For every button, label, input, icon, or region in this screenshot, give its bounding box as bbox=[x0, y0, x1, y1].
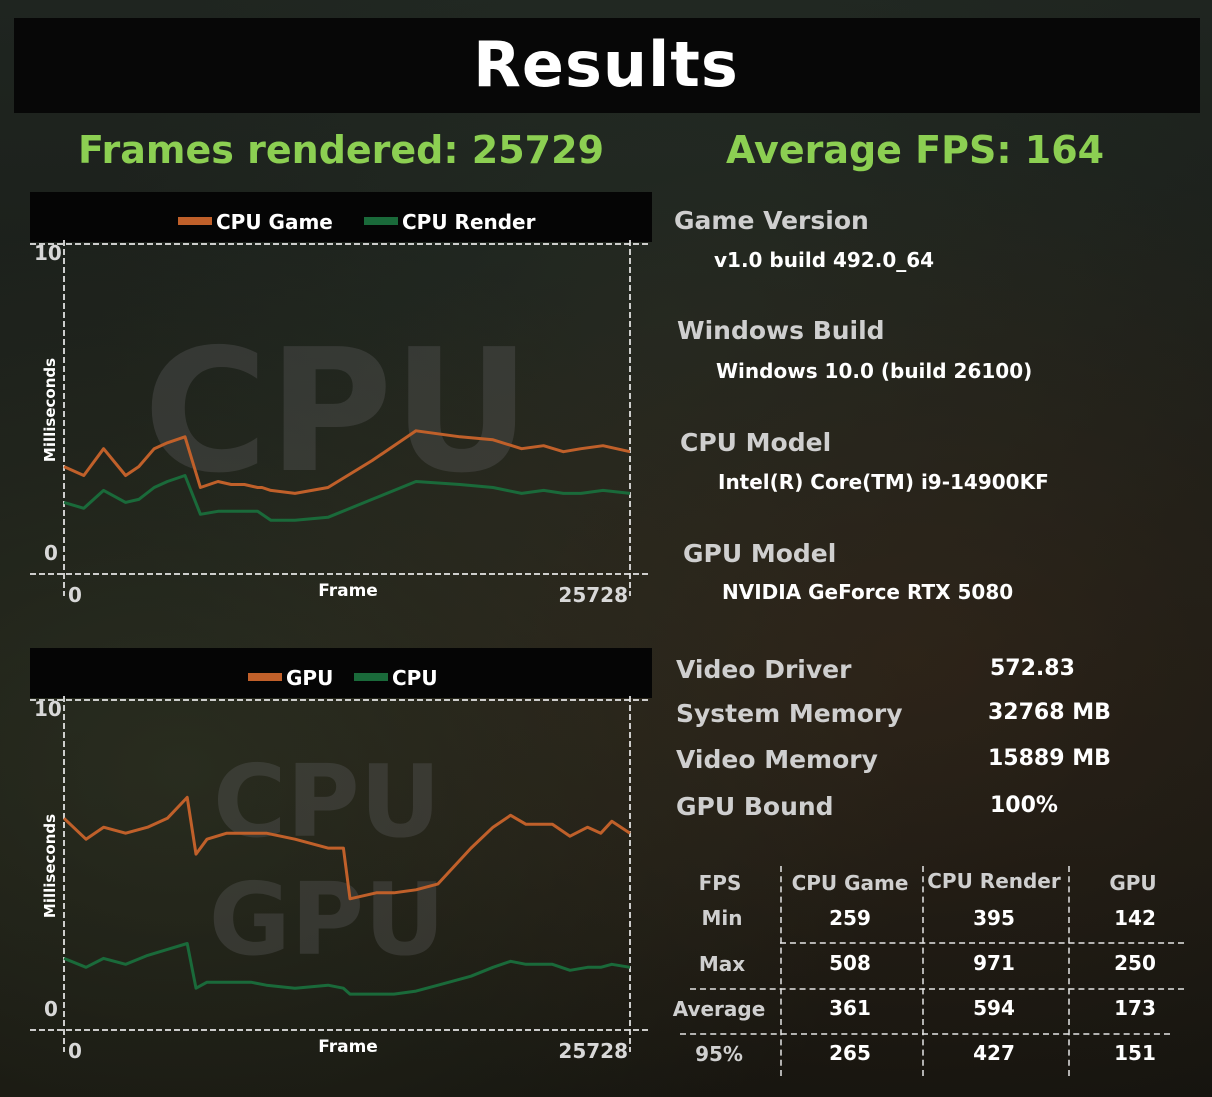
legend-swatch-orange-icon bbox=[248, 672, 282, 681]
y-tick-label: 10 bbox=[34, 241, 62, 265]
x-tick-label: 0 bbox=[68, 583, 82, 607]
chart2-legend-cpu: CPU bbox=[354, 666, 438, 690]
cpu-frametime-chart: CPU 10 00 25728 Frame Milliseconds bbox=[30, 240, 650, 607]
gpu-bound-value: 100% bbox=[990, 793, 1058, 818]
game-version-label: Game Version bbox=[674, 206, 869, 235]
average-fps: Average FPS: 164 bbox=[726, 128, 1105, 172]
gpu-model-value: NVIDIA GeForce RTX 5080 bbox=[722, 580, 1014, 604]
gpu-bound-label: GPU Bound bbox=[676, 792, 834, 821]
table-divider bbox=[680, 1033, 1170, 1035]
chart1-legend bbox=[30, 192, 652, 242]
series-line-green bbox=[63, 474, 631, 522]
table-cell: 594 bbox=[973, 996, 1015, 1020]
table-divider bbox=[1068, 866, 1070, 1076]
table-cell: 250 bbox=[1114, 951, 1156, 975]
system-memory-value: 32768 MB bbox=[988, 700, 1111, 725]
x-tick-label: 0 bbox=[68, 1039, 82, 1063]
legend-swatch-green-icon bbox=[364, 216, 398, 225]
fps-table-header: FPS bbox=[698, 871, 742, 895]
table-divider bbox=[690, 988, 1184, 990]
y-axis-label: Milliseconds bbox=[41, 358, 59, 462]
series-line-orange bbox=[62, 795, 631, 901]
fps-row-average-label: Average bbox=[672, 997, 766, 1021]
legend-swatch-orange-icon bbox=[178, 216, 212, 225]
fps-table-header: CPU Game bbox=[791, 871, 909, 895]
table-cell: 151 bbox=[1114, 1041, 1156, 1065]
table-cell: 173 bbox=[1114, 996, 1156, 1020]
chart1-legend-cpu-render: CPU Render bbox=[364, 210, 536, 234]
table-divider bbox=[780, 942, 1184, 944]
series-line-orange bbox=[63, 429, 631, 495]
video-memory-value: 15889 MB bbox=[988, 746, 1111, 771]
frames-rendered: Frames rendered: 25729 bbox=[78, 128, 605, 172]
watermark-text: CPU bbox=[213, 743, 441, 860]
fps-row-max-label: Max bbox=[698, 952, 746, 976]
table-cell: 971 bbox=[973, 951, 1015, 975]
page-title: Results bbox=[473, 28, 739, 101]
title-bar bbox=[14, 18, 1200, 113]
fps-table-header: GPU bbox=[1109, 871, 1157, 895]
table-cell: 395 bbox=[973, 906, 1015, 930]
video-memory-label: Video Memory bbox=[676, 745, 878, 774]
gpu-model-label: GPU Model bbox=[683, 539, 837, 568]
x-axis-label: Frame bbox=[318, 1037, 378, 1057]
windows-build-value: Windows 10.0 (build 26100) bbox=[716, 359, 1033, 383]
fps-row-95-label: 95% bbox=[695, 1042, 743, 1066]
watermark-text: CPU bbox=[143, 313, 530, 511]
legend-label: CPU Game bbox=[216, 210, 333, 234]
y-tick-label: 10 bbox=[34, 697, 62, 721]
fps-table-header: CPU Render bbox=[927, 869, 1061, 893]
game-version-value: v1.0 build 492.0_64 bbox=[714, 248, 935, 272]
table-divider bbox=[922, 866, 924, 1076]
table-cell: 142 bbox=[1114, 906, 1156, 930]
y-tick-label: 0 bbox=[44, 997, 58, 1021]
fps-row-min-label: Min bbox=[701, 906, 743, 930]
table-cell: 361 bbox=[829, 996, 871, 1020]
legend-label: CPU bbox=[392, 666, 438, 690]
y-tick-label: 0 bbox=[44, 541, 58, 565]
windows-build-label: Windows Build bbox=[677, 316, 885, 345]
x-axis-label: Frame bbox=[318, 581, 378, 601]
cpu-model-label: CPU Model bbox=[680, 428, 832, 457]
series-line-green bbox=[63, 942, 631, 996]
x-tick-label: 25728 bbox=[558, 1039, 628, 1063]
system-memory-label: System Memory bbox=[676, 699, 903, 728]
legend-label: CPU Render bbox=[402, 210, 536, 234]
legend-label: GPU bbox=[286, 666, 334, 690]
x-tick-label: 25728 bbox=[558, 583, 628, 607]
table-divider bbox=[780, 866, 782, 1076]
chart2-legend bbox=[30, 648, 652, 698]
chart2-legend-gpu: GPU bbox=[248, 666, 333, 690]
chart1-legend-cpu-game: CPU Game bbox=[178, 210, 333, 234]
table-cell: 427 bbox=[973, 1041, 1015, 1065]
table-cell: 508 bbox=[829, 951, 871, 975]
table-cell: 259 bbox=[829, 906, 871, 930]
cpu-model-value: Intel(R) Core(TM) i9-14900KF bbox=[718, 470, 1049, 494]
y-axis-label: Milliseconds bbox=[41, 814, 59, 918]
table-cell: 265 bbox=[829, 1041, 871, 1065]
video-driver-value: 572.83 bbox=[990, 656, 1075, 681]
video-driver-label: Video Driver bbox=[676, 655, 852, 684]
watermark-text: GPU bbox=[209, 861, 446, 978]
legend-swatch-green-icon bbox=[354, 672, 388, 681]
